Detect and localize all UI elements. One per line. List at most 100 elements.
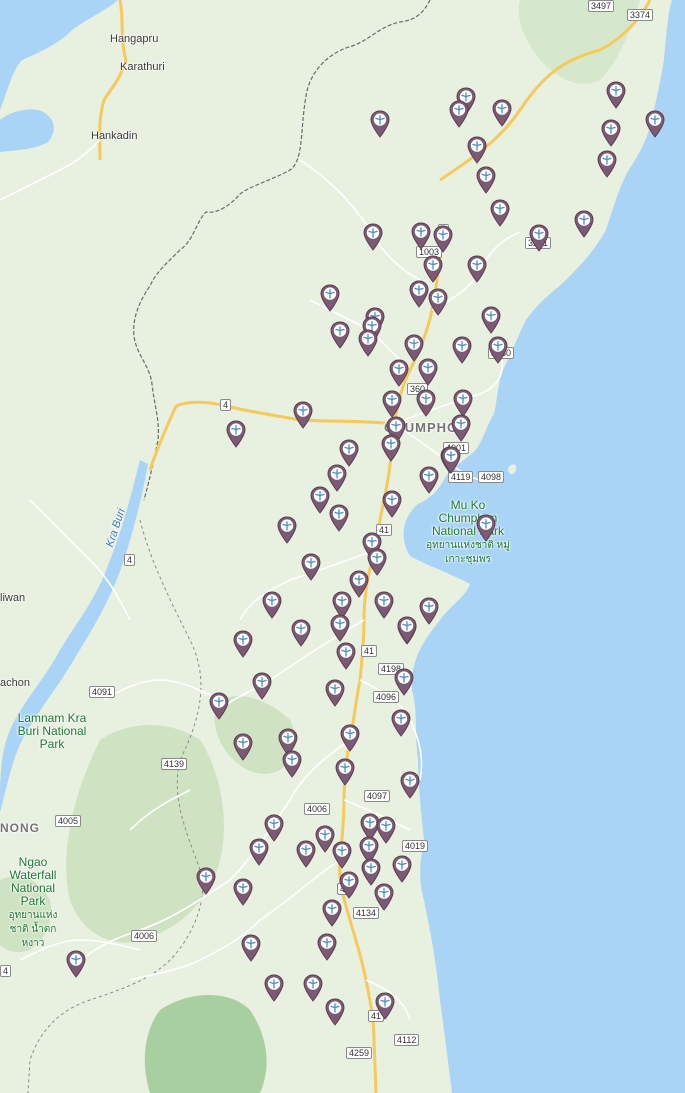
road-shield: 4119 — [448, 471, 474, 483]
map-marker[interactable] — [416, 389, 436, 417]
map-marker[interactable] — [336, 642, 356, 670]
map-marker[interactable] — [404, 334, 424, 362]
map-marker[interactable] — [301, 553, 321, 581]
map-marker[interactable] — [452, 336, 472, 364]
map-marker[interactable] — [389, 359, 409, 387]
map-marker[interactable] — [597, 150, 617, 178]
wind-turbine-icon — [423, 363, 433, 373]
map-marker[interactable] — [391, 709, 411, 737]
map-marker[interactable] — [330, 321, 350, 349]
map-marker[interactable] — [381, 434, 401, 462]
map-marker[interactable] — [645, 110, 665, 138]
map-marker[interactable] — [451, 414, 471, 442]
map-marker[interactable] — [419, 597, 439, 625]
map-marker[interactable] — [339, 871, 359, 899]
map-marker[interactable] — [363, 223, 383, 251]
map-marker[interactable] — [574, 210, 594, 238]
map-marker[interactable] — [358, 329, 378, 357]
map-marker[interactable] — [349, 570, 369, 598]
map-marker[interactable] — [233, 630, 253, 658]
map-marker[interactable] — [375, 992, 395, 1020]
map-marker[interactable] — [277, 516, 297, 544]
map-marker[interactable] — [262, 591, 282, 619]
map-marker[interactable] — [209, 692, 229, 720]
map-marker[interactable] — [374, 883, 394, 911]
map-marker[interactable] — [264, 814, 284, 842]
map-marker[interactable] — [296, 840, 316, 868]
map-marker[interactable] — [411, 222, 431, 250]
map-marker[interactable] — [382, 390, 402, 418]
map-marker[interactable] — [467, 136, 487, 164]
wind-turbine-icon — [71, 955, 81, 965]
map-marker[interactable] — [449, 100, 469, 128]
map-marker[interactable] — [397, 616, 417, 644]
map-marker[interactable] — [400, 771, 420, 799]
road-shield: 4091 — [89, 686, 116, 698]
map-marker[interactable] — [310, 486, 330, 514]
wind-turbine-icon — [424, 602, 434, 612]
map-marker[interactable] — [453, 389, 473, 417]
map-marker[interactable] — [293, 401, 313, 429]
map-marker[interactable] — [335, 758, 355, 786]
map-marker[interactable] — [428, 288, 448, 316]
map-marker[interactable] — [419, 466, 439, 494]
map-marker[interactable] — [315, 825, 335, 853]
map-marker[interactable] — [327, 464, 347, 492]
map-marker[interactable] — [320, 284, 340, 312]
map-marker[interactable] — [317, 933, 337, 961]
road-shield: 4006 — [131, 930, 158, 942]
map-marker[interactable] — [330, 614, 350, 642]
map-marker[interactable] — [409, 280, 429, 308]
map-marker[interactable] — [325, 998, 345, 1026]
map-marker[interactable] — [374, 591, 394, 619]
map-marker[interactable] — [601, 119, 621, 147]
map-marker[interactable] — [291, 619, 311, 647]
place-label-hankadin: Hankadin — [91, 130, 138, 142]
wind-turbine-icon — [438, 230, 448, 240]
map-marker[interactable] — [282, 750, 302, 778]
map-marker[interactable] — [441, 446, 461, 474]
map-marker[interactable] — [606, 81, 626, 109]
map-marker[interactable] — [392, 855, 412, 883]
map-marker[interactable] — [394, 668, 414, 696]
map-marker[interactable] — [278, 728, 298, 756]
map-marker[interactable] — [359, 836, 379, 864]
map-marker[interactable] — [329, 504, 349, 532]
wind-turbine-icon — [379, 888, 389, 898]
map-marker[interactable] — [340, 724, 360, 752]
wind-turbine-icon — [472, 141, 482, 151]
map-marker[interactable] — [476, 166, 496, 194]
map-marker[interactable] — [322, 899, 342, 927]
map-marker[interactable] — [233, 878, 253, 906]
map-marker[interactable] — [476, 514, 496, 542]
map-marker[interactable] — [361, 858, 381, 886]
map-marker[interactable] — [492, 99, 512, 127]
map-marker[interactable] — [66, 950, 86, 978]
map-marker[interactable] — [233, 733, 253, 761]
map-marker[interactable] — [360, 813, 380, 841]
map-marker[interactable] — [226, 420, 246, 448]
map-marker[interactable] — [264, 974, 284, 1002]
map-marker[interactable] — [367, 548, 387, 576]
map-marker[interactable] — [252, 672, 272, 700]
map-marker[interactable] — [303, 974, 323, 1002]
map-marker[interactable] — [488, 336, 508, 364]
map-marker[interactable] — [325, 679, 345, 707]
map-marker[interactable] — [241, 934, 261, 962]
map-marker[interactable] — [249, 838, 269, 866]
map-marker[interactable] — [481, 306, 501, 334]
map-marker[interactable] — [376, 816, 396, 844]
map-marker[interactable] — [339, 439, 359, 467]
map-marker[interactable] — [382, 490, 402, 518]
map-marker[interactable] — [370, 110, 390, 138]
map-marker[interactable] — [418, 358, 438, 386]
map-marker[interactable] — [529, 224, 549, 252]
map-marker[interactable] — [332, 841, 352, 869]
map-marker[interactable] — [196, 867, 216, 895]
map-marker[interactable] — [433, 225, 453, 253]
road-shield: 4098 — [478, 471, 505, 483]
map-marker[interactable] — [490, 199, 510, 227]
map-marker[interactable] — [423, 255, 443, 283]
map-marker[interactable] — [467, 255, 487, 283]
